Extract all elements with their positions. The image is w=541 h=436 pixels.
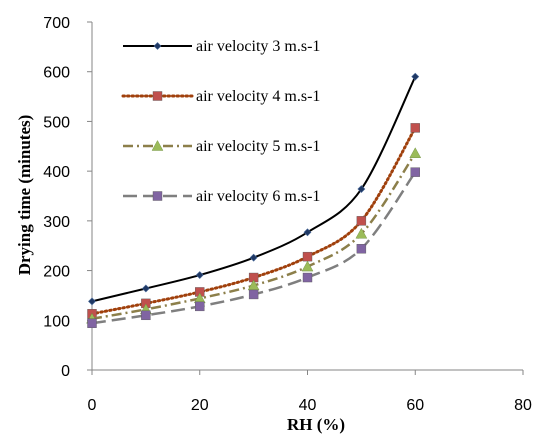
data-point: [249, 253, 258, 262]
data-point: [356, 216, 367, 226]
data-point: [410, 167, 420, 177]
legend: air velocity 3 m.s-1 air velocity 4 m.s-1…: [121, 38, 320, 205]
x-tick-label: 40: [299, 397, 317, 414]
x-tick-label: 80: [514, 397, 532, 414]
y-tick-label: 400: [43, 164, 70, 181]
x-tick-label: 0: [88, 397, 97, 414]
legend-item-2: air velocity 4 m.s-1: [121, 88, 320, 105]
data-point: [303, 228, 312, 237]
legend-label: air velocity 3 m.s-1: [196, 38, 320, 55]
data-point: [410, 123, 420, 133]
data-point: [356, 243, 367, 254]
x-tick-label: 60: [406, 397, 424, 414]
legend-label: air velocity 5 m.s-1: [196, 138, 320, 155]
legend-marker: [153, 42, 162, 50]
x-axis-title: RH (%): [287, 415, 345, 434]
legend-label: air velocity 4 m.s-1: [196, 88, 320, 105]
data-point: [302, 272, 313, 283]
y-tick-label: 200: [43, 264, 70, 281]
data-point: [87, 318, 97, 328]
y-tick-label: 300: [43, 214, 70, 231]
legend-item-1: air velocity 3 m.s-1: [123, 38, 320, 55]
data-point: [141, 284, 150, 293]
data-point: [88, 297, 96, 306]
tick-labels: 0 100 200 300 400 500 600 700 0 20 40 60 80: [43, 15, 532, 414]
y-axis-title: Drying time (minutes): [15, 115, 34, 276]
y-tick-label: 700: [43, 15, 70, 32]
y-tick-label: 0: [61, 363, 70, 380]
data-point: [195, 301, 205, 312]
data-point: [411, 72, 420, 81]
data-point: [409, 147, 422, 158]
data-point: [195, 271, 204, 279]
legend-item-3: air velocity 5 m.s-1: [123, 138, 320, 155]
y-tick-label: 500: [43, 114, 70, 131]
legend-marker: [152, 191, 163, 201]
series-1: [88, 72, 420, 306]
legend-item-4: air velocity 6 m.s-1: [123, 188, 320, 205]
data-point: [141, 310, 151, 321]
legend-label: air velocity 6 m.s-1: [196, 188, 320, 205]
x-tick-label: 20: [191, 397, 209, 414]
data-point: [357, 185, 366, 193]
data-point: [248, 289, 259, 300]
series-layer: [86, 72, 422, 328]
legend-marker: [151, 140, 164, 151]
y-tick-label: 100: [43, 313, 70, 330]
data-point: [302, 251, 313, 262]
y-tick-label: 600: [43, 65, 70, 82]
legend-marker: [152, 91, 163, 101]
data-point: [301, 260, 314, 272]
series-4: [87, 167, 420, 328]
data-point: [355, 227, 368, 239]
